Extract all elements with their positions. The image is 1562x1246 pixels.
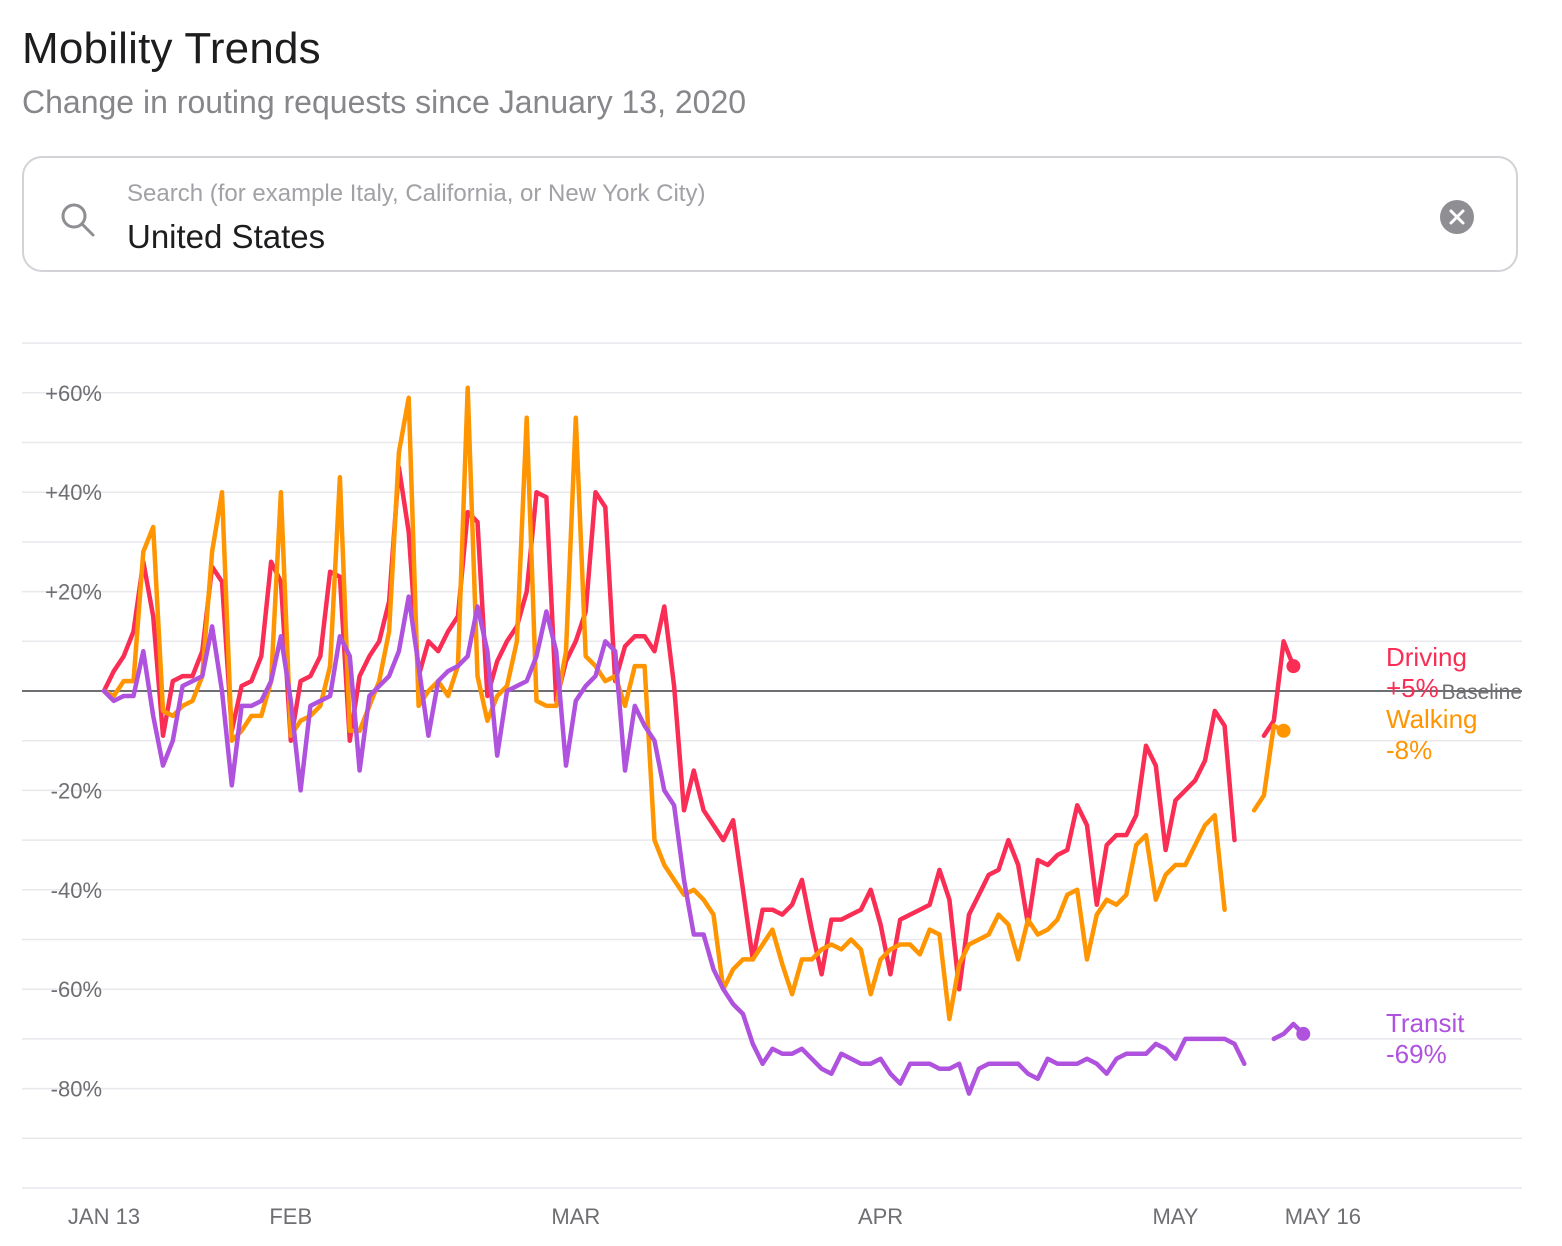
clear-icon[interactable]: [1440, 200, 1474, 234]
transit-line: [101, 594, 1306, 1096]
tick-layer: +60% +40% +20% -20% -40% -60% -80% JAN 13 FEB MAR…: [45, 381, 1361, 1229]
y-tick-label: -80%: [51, 1077, 102, 1102]
y-tick-label: +60%: [45, 381, 102, 406]
page-title: Mobility Trends: [22, 24, 321, 73]
y-tick-label: -60%: [51, 977, 102, 1002]
search-placeholder: Search (for example Italy, California, o…: [127, 180, 706, 207]
series-layer: [101, 385, 1311, 1096]
x-tick-label: APR: [858, 1204, 903, 1229]
page-subtitle: Change in routing requests since January…: [22, 84, 747, 120]
transit-series-name: Transit: [1386, 1008, 1465, 1038]
search-icon: [60, 202, 96, 238]
y-tick-label: -20%: [51, 778, 102, 803]
mobility-chart: Baseline Driving+5%Walking-8% Transit-69%…: [22, 342, 1522, 1229]
y-tick-label: -40%: [51, 878, 102, 903]
x-tick-label: MAR: [551, 1204, 600, 1229]
x-tick-label: MAY 16: [1285, 1204, 1361, 1229]
walking-series-value: -8%: [1386, 735, 1432, 765]
x-tick-label: JAN 13: [68, 1204, 140, 1229]
search-input[interactable]: United States: [127, 218, 326, 255]
driving-series-name: Driving: [1386, 642, 1467, 672]
walking-endpoint: [1276, 723, 1291, 738]
transit-endpoint: [1296, 1026, 1311, 1041]
baseline-label: Baseline: [1441, 681, 1522, 704]
search-box[interactable]: Search (for example Italy, California, o…: [22, 156, 1518, 272]
x-tick-label: MAY: [1152, 1204, 1198, 1229]
walking-series-name: Walking: [1386, 704, 1478, 734]
grid-layer: [22, 342, 1522, 1189]
baseline-layer: Baseline: [22, 681, 1522, 704]
x-tick-label: FEB: [269, 1204, 312, 1229]
driving-series-value: +5%: [1386, 673, 1439, 703]
y-tick-label: +20%: [45, 580, 102, 605]
driving-endpoint: [1286, 659, 1301, 674]
label-layer: Driving+5%Walking-8% Transit-69%: [1386, 642, 1478, 1069]
y-tick-label: +40%: [45, 480, 102, 505]
transit-series-value: -69%: [1386, 1039, 1447, 1069]
